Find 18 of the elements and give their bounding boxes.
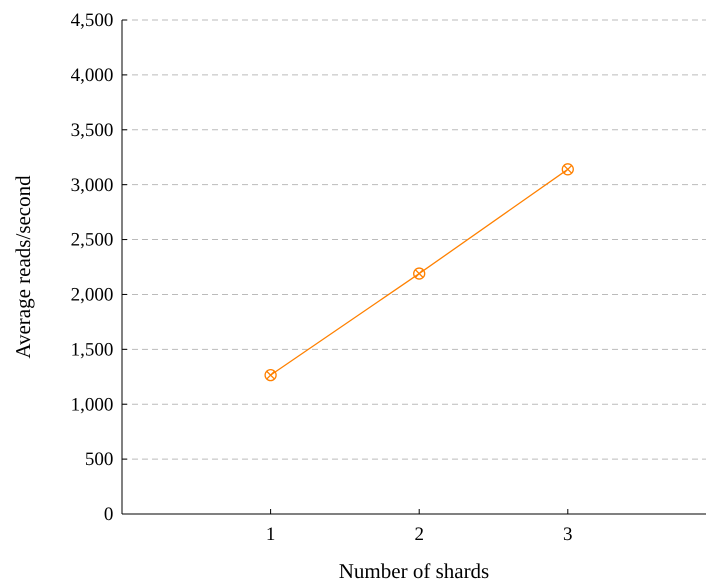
- y-tick-label: 3,000: [70, 174, 114, 196]
- y-tick-label: 1,000: [70, 394, 114, 416]
- y-tick-label: 4,500: [70, 10, 114, 32]
- y-tick-label: 1,500: [70, 339, 114, 360]
- point: [413, 267, 426, 280]
- x-axis-title: Number of shards: [338, 559, 490, 583]
- x-tick-label: 1: [266, 524, 276, 545]
- x-tick-label: 3: [563, 524, 573, 545]
- point: [562, 163, 574, 176]
- y-axis-title: Average reads/second: [11, 174, 35, 359]
- y-tick-label: 3,500: [70, 120, 114, 141]
- y-tick-label: 2,000: [70, 284, 114, 306]
- y-tick-label: 2,500: [70, 230, 114, 251]
- point: [264, 368, 277, 382]
- x-tick-label: 2: [414, 524, 424, 545]
- y-tick-label: 0: [104, 504, 114, 526]
- y-tick-label: 4,000: [70, 64, 114, 86]
- y-tick-label: 500: [84, 449, 114, 470]
